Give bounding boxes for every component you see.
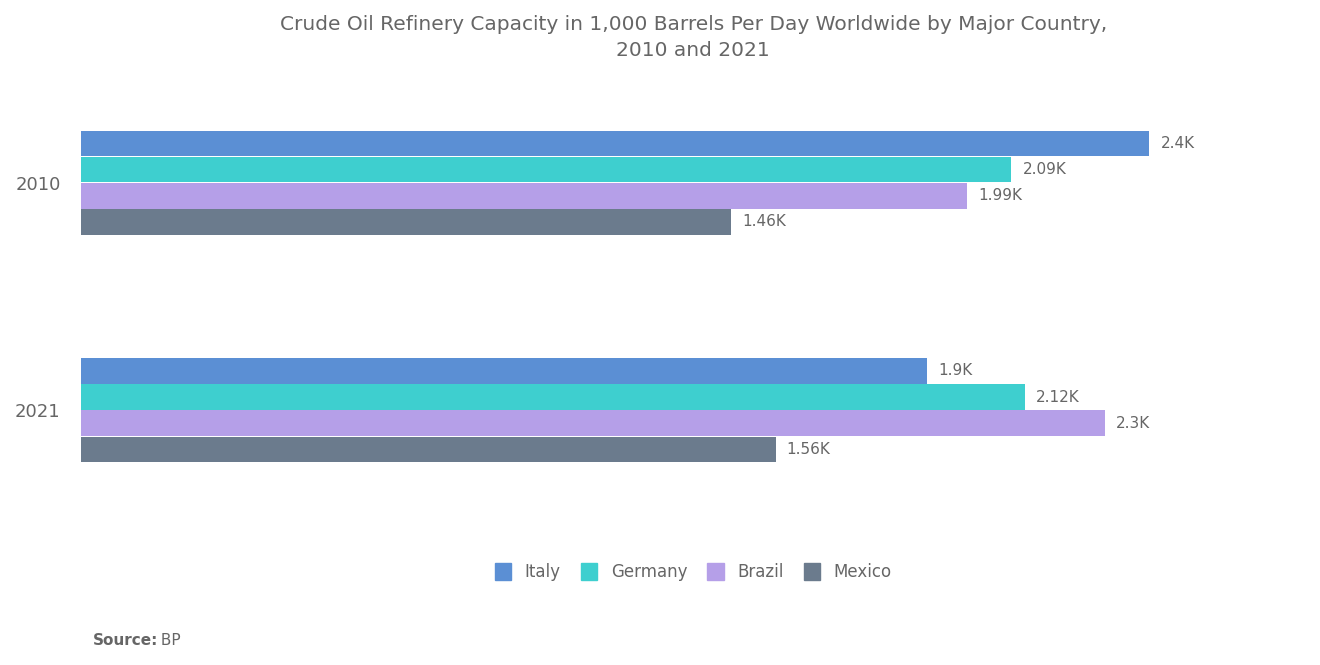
- Bar: [82, 384, 1024, 410]
- Text: 2.4K: 2.4K: [1160, 136, 1195, 151]
- Text: 1.56K: 1.56K: [787, 442, 830, 457]
- Bar: [82, 410, 1105, 436]
- Legend: Italy, Germany, Brazil, Mexico: Italy, Germany, Brazil, Mexico: [488, 556, 899, 587]
- Text: 2.09K: 2.09K: [1023, 162, 1067, 177]
- Bar: [82, 157, 1011, 182]
- Bar: [82, 183, 966, 209]
- Bar: [82, 130, 1150, 156]
- Bar: [82, 358, 927, 384]
- Text: 1.46K: 1.46K: [742, 214, 785, 229]
- Text: 1.99K: 1.99K: [978, 188, 1022, 203]
- Text: 1.9K: 1.9K: [939, 364, 973, 378]
- Bar: [82, 437, 776, 462]
- Text: BP: BP: [156, 633, 181, 648]
- Bar: [82, 209, 731, 235]
- Title: Crude Oil Refinery Capacity in 1,000 Barrels Per Day Worldwide by Major Country,: Crude Oil Refinery Capacity in 1,000 Bar…: [280, 15, 1107, 61]
- Text: Source:: Source:: [92, 633, 158, 648]
- Text: 2.3K: 2.3K: [1115, 416, 1150, 431]
- Text: 2.12K: 2.12K: [1036, 390, 1080, 404]
